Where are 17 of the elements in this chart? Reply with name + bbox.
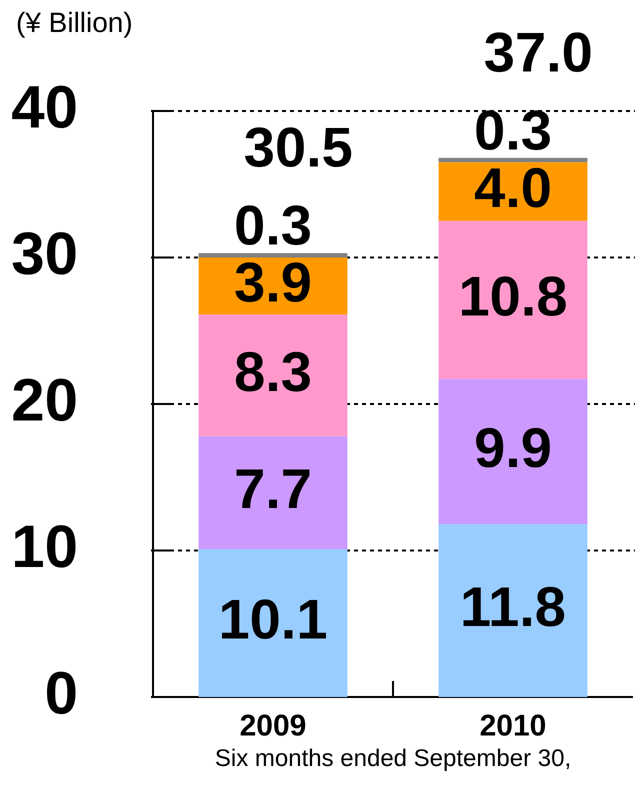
x-axis-title: Six months ended September 30, [214, 745, 572, 772]
y-tick-label: 20 [11, 366, 78, 434]
data-label: 10.8 [458, 264, 568, 328]
y-tick-label: 40 [11, 74, 78, 141]
data-label: 10.1 [218, 587, 328, 650]
y-axis-title: (¥ Billion) [16, 6, 133, 40]
data-label: 7.7 [234, 457, 312, 520]
total-label: 37.0 [484, 20, 593, 84]
data-label: 11.8 [460, 575, 566, 638]
x-tick-label: 2010 [480, 709, 546, 742]
y-tick-label: 0 [44, 660, 78, 727]
data-label: 9.9 [474, 416, 552, 480]
data-label: 8.3 [234, 340, 312, 403]
total-label: 30.5 [244, 116, 353, 179]
y-tick-label: 30 [11, 220, 78, 288]
y-tick-label: 10 [11, 513, 78, 580]
x-tick-label: 2009 [240, 709, 306, 742]
